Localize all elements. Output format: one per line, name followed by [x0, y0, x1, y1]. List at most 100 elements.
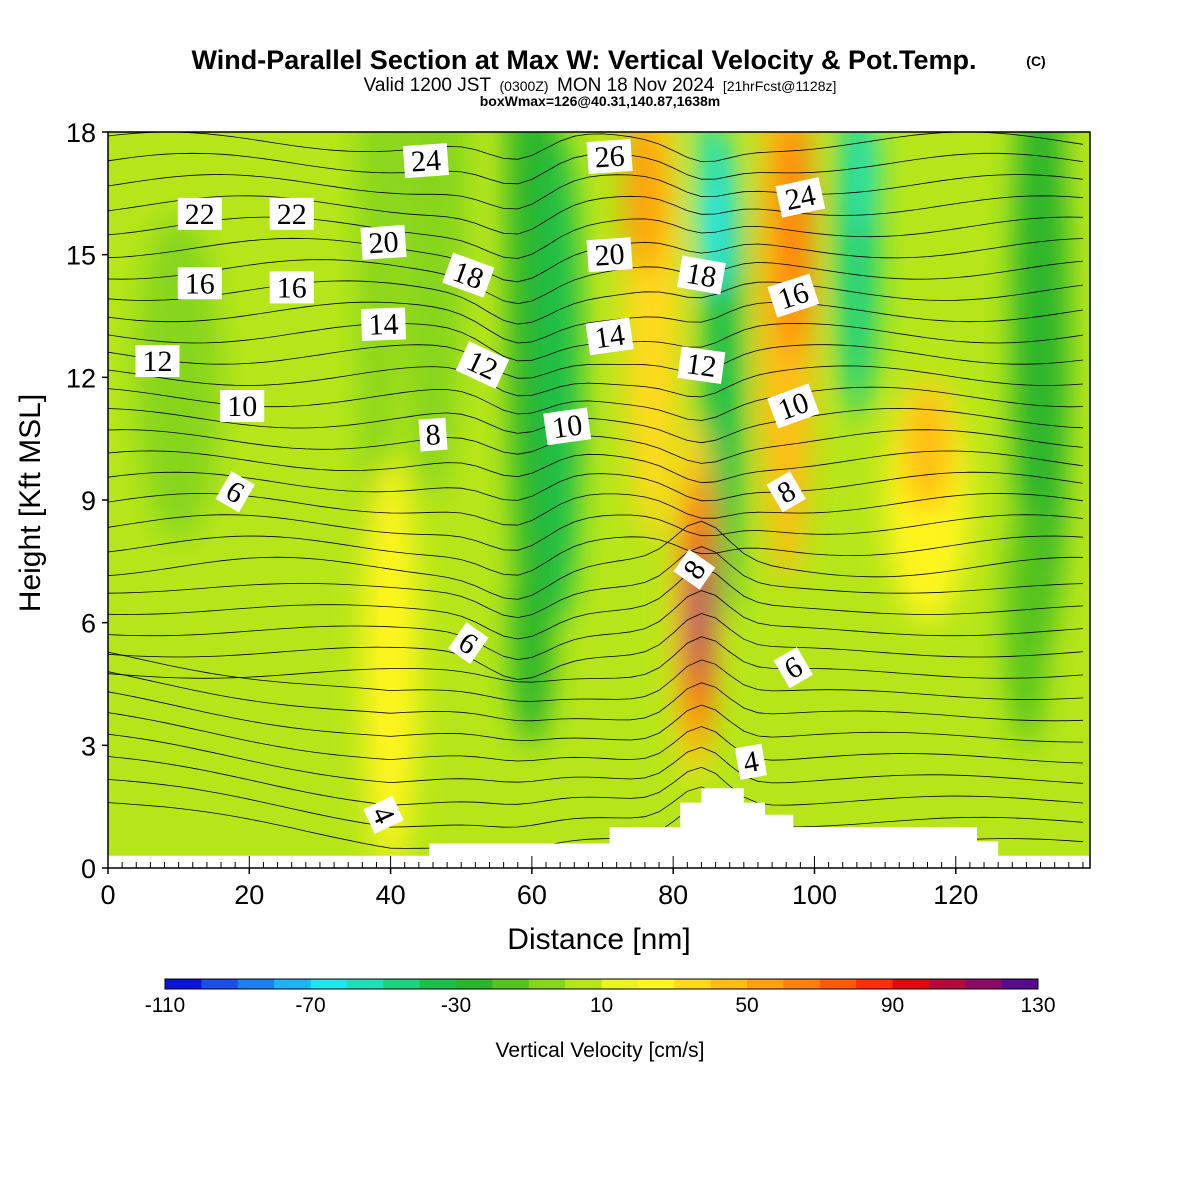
- contour-label: 10: [543, 407, 592, 446]
- contour-label-text: 14: [593, 318, 627, 355]
- isentrope-line: [108, 691, 1083, 743]
- contour-label-box: [455, 341, 510, 389]
- colorbar-swatch: [237, 979, 275, 989]
- contour-label: 16: [767, 273, 820, 318]
- contour-label: 16: [177, 267, 222, 300]
- contour-label-box: [418, 417, 448, 452]
- colorbar-swatch: [637, 979, 675, 989]
- contour-label-box: [215, 471, 255, 513]
- colorbar-swatch: [310, 979, 348, 989]
- y-tick-label: 3: [81, 731, 96, 761]
- contour-label-box: [220, 390, 265, 422]
- chart-subtitle: Valid 1200 JST (0300Z) MON 18 Nov 2024 […: [364, 75, 837, 96]
- contour-label: 10: [767, 383, 820, 429]
- isentrope-line: [108, 471, 1083, 502]
- contour-label-text: 24: [782, 179, 818, 218]
- contour-label-text: 24: [410, 144, 442, 179]
- colorbar-swatch: [674, 979, 712, 989]
- colorbar: -110 -70 -30 10 50 90 130: [145, 978, 1056, 1017]
- velocity-blob: [538, 132, 582, 623]
- isentrope-line: [108, 613, 1083, 680]
- contour-label-text: 16: [185, 267, 215, 300]
- subtitle-date: MON 18 Nov 2024: [557, 75, 715, 96]
- x-tick-label: 80: [658, 880, 688, 910]
- colorbar-swatch: [456, 979, 493, 989]
- colorbar-swatch: [492, 979, 530, 989]
- y-tick-label: 18: [66, 118, 96, 148]
- contour-label-text: 20: [367, 225, 399, 260]
- contour-label-text: 14: [368, 308, 399, 342]
- velocity-blob: [693, 569, 705, 676]
- contour-label: 14: [360, 307, 407, 342]
- isentrope-line: [108, 671, 1083, 722]
- contour-label: 24: [775, 177, 826, 218]
- y-tick-label: 15: [66, 241, 96, 271]
- colorbar-frame: [164, 978, 1039, 990]
- colorbar-swatch: [601, 979, 639, 989]
- isentrope-line: [108, 651, 1083, 702]
- isentrope-line: [108, 590, 1083, 661]
- contour-label-box: [442, 252, 495, 298]
- isentrope-line: [108, 514, 1083, 551]
- contour-label: 16: [269, 271, 314, 304]
- chart-title: Wind-Parallel Section at Max W: Vertical…: [192, 45, 977, 75]
- isentrope-line: [108, 386, 1083, 421]
- x-tick-label: 60: [517, 880, 547, 910]
- x-tick-label: 20: [234, 880, 264, 910]
- contour-label-text: 12: [684, 347, 718, 384]
- isentrope-line: [108, 712, 1083, 764]
- contour-label-box: [269, 197, 314, 230]
- x-tick-label: 40: [376, 880, 406, 910]
- isentrope-line: [108, 259, 1083, 305]
- colorbar-tick-label: -110: [145, 994, 185, 1017]
- isentrope-line: [108, 450, 1083, 484]
- contour-label-box: [543, 407, 592, 446]
- contour-label: 20: [360, 224, 407, 260]
- contour-label-box: [677, 346, 726, 385]
- isentrope-line: [108, 733, 1083, 784]
- contour-label-box: [360, 307, 407, 341]
- colorbar-swatch: [165, 979, 202, 989]
- contour-label-box: [734, 743, 767, 780]
- contour-label: 24: [402, 143, 449, 179]
- contour-label: 6: [215, 471, 255, 513]
- contour-label: 8: [418, 417, 448, 452]
- contour-label-text: 12: [143, 345, 173, 378]
- plot-area: [108, 132, 1090, 868]
- colorbar-tick-label: -70: [295, 994, 325, 1017]
- colorbar-swatch: [201, 979, 239, 989]
- contour-label-box: [177, 267, 222, 300]
- isentrope-line: [108, 779, 1083, 828]
- velocity-blob: [849, 132, 879, 235]
- y-tick-label: 12: [66, 363, 96, 393]
- contour-label: 20: [586, 237, 633, 273]
- contour-label-text: 22: [185, 198, 215, 231]
- contour-label-text: 20: [594, 238, 626, 273]
- colorbar-swatch: [565, 979, 602, 989]
- subtitle-zulu: (0300Z): [500, 78, 549, 94]
- contour-label-box: [363, 795, 404, 834]
- x-tick-label: 120: [933, 880, 978, 910]
- isentrope-line: [108, 520, 1083, 600]
- isentrope-line: [108, 344, 1083, 379]
- chart-subtitle-2: boxWmax=126@40.31,140.87,1638m: [480, 93, 721, 109]
- y-axis: 0 3 6 9 12 15 18: [66, 118, 108, 884]
- colorbar-tick-label: 90: [881, 994, 904, 1017]
- isentrope-line: [108, 756, 1083, 806]
- colorbar-swatch: [928, 979, 966, 989]
- contour-label-box: [448, 622, 489, 664]
- contour-label: 4: [363, 795, 404, 834]
- contour-label-box: [775, 177, 826, 218]
- isentrope-line: [108, 132, 1083, 163]
- colorbar-tick-label: 50: [735, 994, 758, 1017]
- contour-label-text: 10: [227, 390, 257, 423]
- velocity-blob: [362, 459, 419, 868]
- colorbar-swatch: [892, 979, 930, 989]
- contour-label-box: [586, 139, 633, 174]
- contour-label-box: [360, 224, 407, 260]
- contour-label-box: [135, 345, 180, 377]
- contour-label: 12: [135, 345, 180, 378]
- y-axis-label: Height [Kft MSL]: [14, 394, 47, 612]
- colorbar-swatch: [747, 979, 784, 989]
